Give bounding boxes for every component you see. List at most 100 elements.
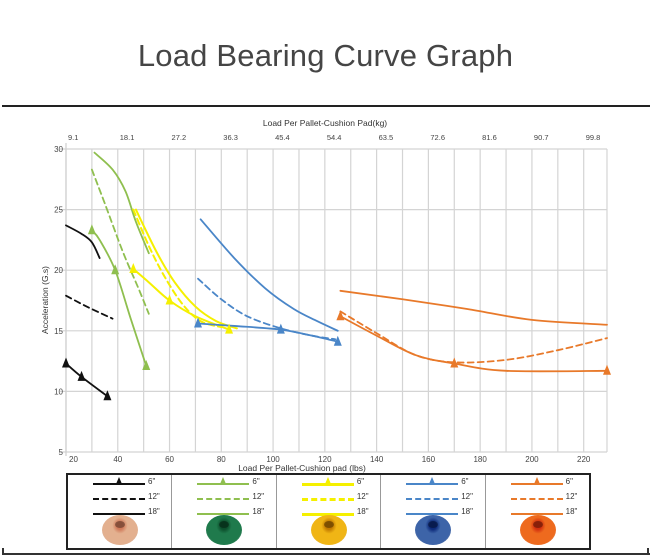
x2-tick-label: 90.7 xyxy=(534,133,549,142)
triangle-marker-icon xyxy=(116,477,122,484)
data-marker-green xyxy=(87,224,96,235)
legend-label: 12" xyxy=(565,492,578,501)
legend-group-beige: 6" 12" 18" xyxy=(68,475,173,548)
x-tick-label: 140 xyxy=(370,455,384,464)
series-green-6in xyxy=(90,229,148,367)
legend-label: 12" xyxy=(148,492,160,501)
x2-tick-label: 81.6 xyxy=(482,133,497,142)
y-tick-label: 10 xyxy=(54,387,63,396)
x-tick-label: 160 xyxy=(422,455,436,464)
data-marker-beige xyxy=(62,357,70,368)
axis-labels: 5 10 15 20 25 30 20 40 60 80 100 120 140 160 180 200 220… xyxy=(40,118,600,473)
series-orange-18in xyxy=(339,289,608,326)
cushion-pad-icon xyxy=(310,515,347,545)
grid-lines xyxy=(60,143,608,456)
x2-axis-title: Load Per Pallet-Cushion Pad(kg) xyxy=(263,118,387,128)
series-yellow-18in xyxy=(134,208,238,330)
legend-entry: 12" xyxy=(486,492,589,505)
legend-label: 6" xyxy=(461,477,469,486)
legend-entry: 6" xyxy=(277,477,380,490)
data-marker-orange xyxy=(450,357,459,368)
data-marker-yellow xyxy=(129,262,138,273)
series-blue-18in xyxy=(199,218,339,332)
y-tick-label: 20 xyxy=(54,266,63,275)
x2-tick-label: 45.4 xyxy=(275,133,290,142)
y-tick-label: 25 xyxy=(54,206,63,215)
legend-entry: 12" xyxy=(381,492,484,505)
legend-line-swatch xyxy=(93,483,145,485)
legend-line-swatch xyxy=(510,498,563,500)
x2-tick-label: 63.5 xyxy=(379,133,394,142)
top-divider xyxy=(2,105,650,107)
series-green-12in xyxy=(90,168,150,315)
bottom-divider-right-tick xyxy=(647,548,649,555)
x2-tick-label: 54.4 xyxy=(327,133,342,142)
legend-line-swatch xyxy=(93,498,145,500)
legend-line-swatch xyxy=(510,483,563,485)
series-blue-12in xyxy=(197,277,337,341)
triangle-marker-icon xyxy=(533,477,540,484)
legend-line-swatch xyxy=(301,513,354,516)
cushion-pad-icon xyxy=(415,515,452,545)
legend-label: 6" xyxy=(356,477,365,486)
x-axis-title: Load Per Pallet-Cushion pad (lbs) xyxy=(238,463,366,473)
legend-line-swatch xyxy=(301,498,354,501)
legend-label: 18" xyxy=(148,507,160,516)
legend-line-swatch xyxy=(406,498,459,500)
legend-entry: 6" xyxy=(381,477,484,490)
data-marker-blue xyxy=(276,323,285,334)
legend-label: 18" xyxy=(356,507,369,516)
legend-entry: 18" xyxy=(486,507,589,520)
marker-layer xyxy=(62,224,611,401)
triangle-marker-icon xyxy=(429,477,436,484)
data-marker-beige xyxy=(103,390,112,401)
data-marker-orange xyxy=(336,310,345,321)
cushion-pad-icon xyxy=(102,515,138,545)
x2-tick-label: 27.2 xyxy=(172,133,187,142)
series-beige-18in xyxy=(65,224,101,259)
legend-line-swatch xyxy=(93,513,145,515)
legend: 6" 12" 18" 6" 12" 18" 6" 12" 18" 6" 12" 18" 6" 12" 18" xyxy=(66,473,591,550)
legend-label: 6" xyxy=(565,477,573,486)
legend-line-swatch xyxy=(197,498,250,500)
data-marker-yellow xyxy=(225,323,234,334)
x2-tick-label: 18.1 xyxy=(120,133,135,142)
series-layer xyxy=(65,151,608,398)
legend-entry: 18" xyxy=(68,507,171,520)
legend-line-swatch xyxy=(406,513,459,515)
x-tick-label: 20 xyxy=(69,455,78,464)
x-tick-label: 220 xyxy=(577,455,591,464)
legend-label: 6" xyxy=(148,477,156,486)
y-tick-label: 15 xyxy=(54,327,63,336)
legend-label: 12" xyxy=(461,492,473,501)
legend-entry: 18" xyxy=(277,507,380,520)
legend-entry: 6" xyxy=(68,477,171,490)
legend-label: 12" xyxy=(356,492,369,501)
data-marker-beige xyxy=(77,370,86,381)
legend-line-swatch xyxy=(510,513,563,515)
legend-entry: 12" xyxy=(68,492,171,505)
x-tick-label: 100 xyxy=(266,455,280,464)
legend-line-swatch xyxy=(301,483,354,486)
bottom-divider-left-tick xyxy=(2,548,4,555)
legend-entry: 18" xyxy=(381,507,484,520)
y-tick-label: 5 xyxy=(59,448,64,457)
legend-entry: 18" xyxy=(172,507,275,520)
page-title: Load Bearing Curve Graph xyxy=(137,38,514,73)
legend-line-swatch xyxy=(197,483,250,485)
bottom-divider xyxy=(2,553,650,555)
x2-tick-label: 9.1 xyxy=(68,133,78,142)
legend-label: 18" xyxy=(565,507,578,516)
legend-entry: 12" xyxy=(172,492,275,505)
data-marker-orange xyxy=(603,364,611,375)
legend-group-yellow: 6" 12" 18" xyxy=(277,475,382,548)
legend-entry: 12" xyxy=(277,492,380,505)
y-tick-label: 30 xyxy=(54,145,63,154)
x-tick-label: 120 xyxy=(318,455,332,464)
legend-line-swatch xyxy=(197,513,250,515)
x-tick-label: 40 xyxy=(113,455,122,464)
x2-tick-label: 99.8 xyxy=(586,133,601,142)
series-green-18in xyxy=(93,151,150,255)
cushion-pad-icon xyxy=(206,515,243,545)
legend-entry: 6" xyxy=(172,477,275,490)
